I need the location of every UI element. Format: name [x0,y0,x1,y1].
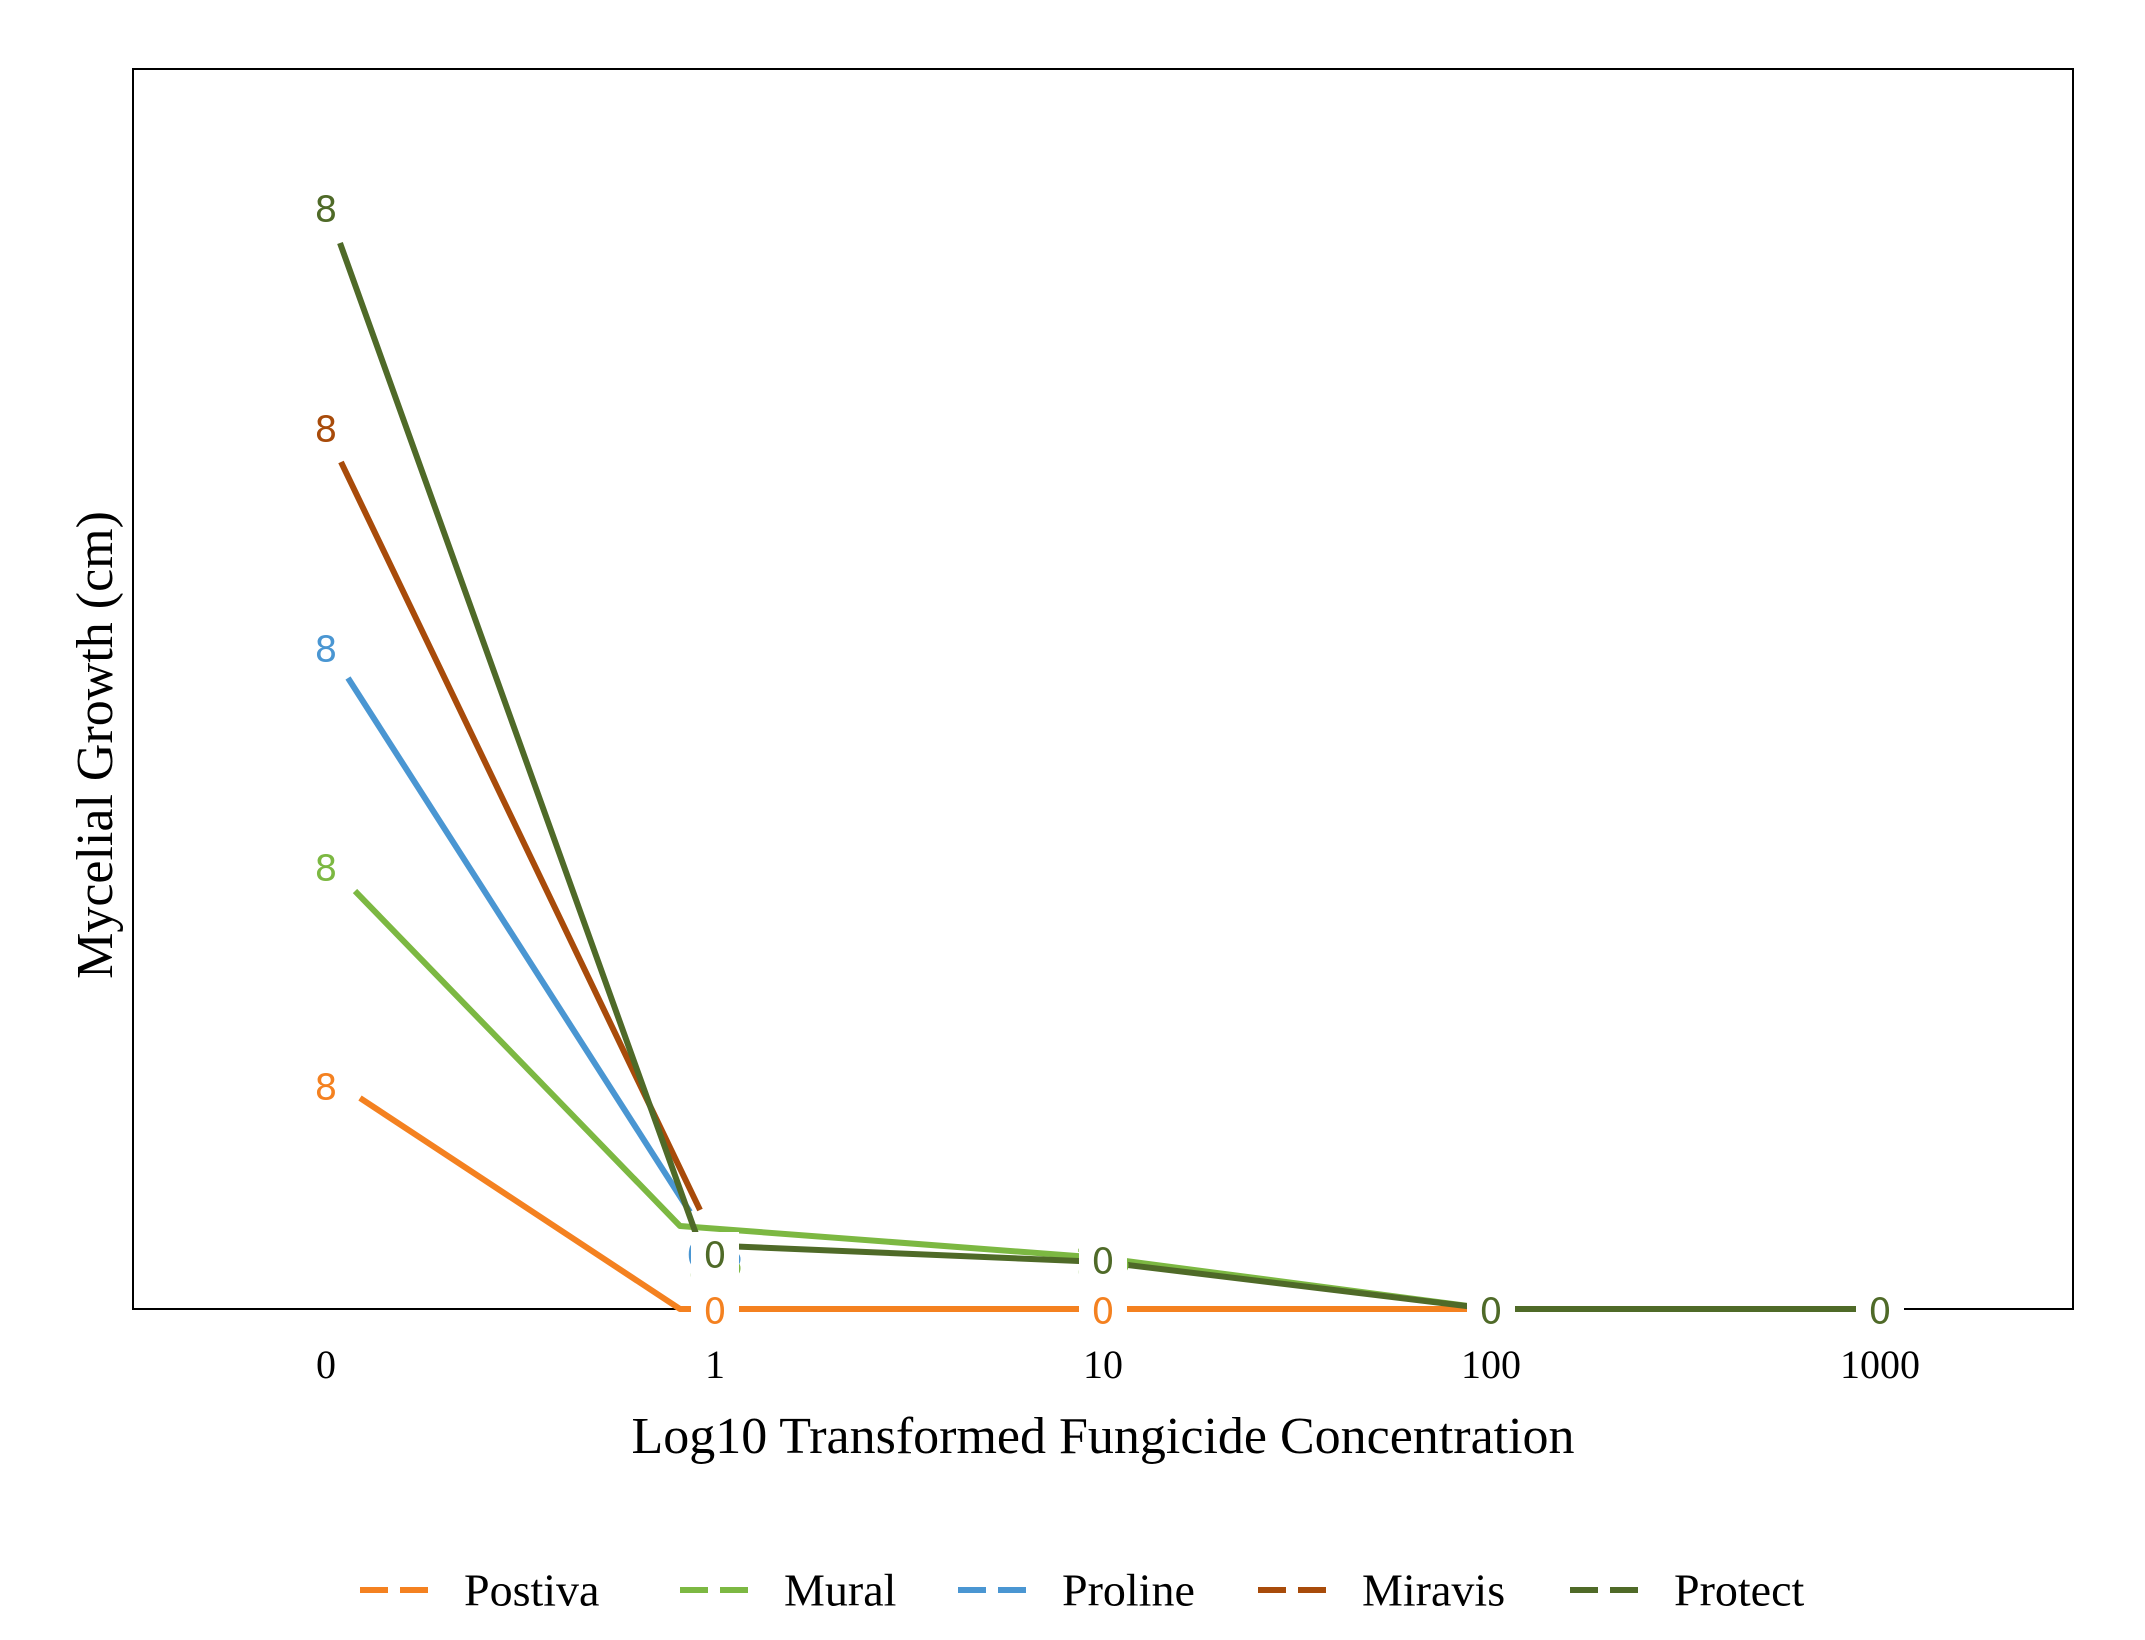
legend: Postiva Mural Proline Miravis Protect [360,1565,1805,1616]
data-label-bg [1079,1288,1127,1336]
data-label-protect: 0 [1480,1292,1503,1333]
plot-area-border [132,68,2074,1310]
series-line-protect [337,241,1880,1312]
legend-item-miravis: Miravis [1258,1565,1505,1616]
data-label-proline: 8 [315,630,338,671]
legend-label: Miravis [1362,1565,1505,1616]
data-label-bg [691,1288,739,1336]
legend-item-proline: Proline [958,1565,1195,1616]
legend-label: Proline [1062,1565,1195,1616]
data-label-bg [302,186,350,234]
data-label-postiva: 0 [1092,1292,1115,1333]
data-label-layer: 80081.51.580.5880000 [302,186,1904,1336]
data-label-bg [1079,1238,1127,1286]
data-label-mural: 8 [315,849,338,890]
x-tick-label: 0 [316,1342,336,1387]
legend-label: Postiva [464,1565,599,1616]
data-label-postiva: 0 [704,1292,727,1333]
x-tick-labels: 0 1 10 100 1000 [316,1342,1920,1387]
data-label-bg [302,626,350,674]
data-label-protect: 0 [1092,1242,1115,1283]
legend-item-protect: Protect [1570,1565,1805,1616]
data-label-bg [1856,1288,1904,1336]
data-label-protect: 8 [315,190,338,231]
legend-label: Protect [1674,1565,1805,1616]
data-label-postiva: 8 [315,1068,338,1109]
x-tick-label: 10 [1083,1342,1123,1387]
data-label-bg [302,1064,350,1112]
x-tick-label: 1000 [1840,1342,1920,1387]
data-label-bg [302,406,350,454]
data-label-protect: 0 [704,1236,727,1277]
legend-item-postiva: Postiva [360,1565,599,1616]
x-tick-label: 1 [705,1342,725,1387]
series-layer [337,241,1880,1312]
data-label-bg [691,1232,739,1280]
data-label-bg [1467,1288,1515,1336]
x-tick-label: 100 [1461,1342,1521,1387]
data-label-miravis: 8 [315,410,338,451]
x-axis-title: Log10 Transformed Fungicide Concentratio… [631,1408,1574,1465]
legend-label: Mural [784,1565,896,1616]
series-line-proline [345,676,693,1214]
legend-item-mural: Mural [680,1565,896,1616]
y-axis-title: Mycelial Growth (cm) [67,511,124,979]
data-label-protect: 0 [1869,1292,1892,1333]
data-label-bg [302,845,350,893]
